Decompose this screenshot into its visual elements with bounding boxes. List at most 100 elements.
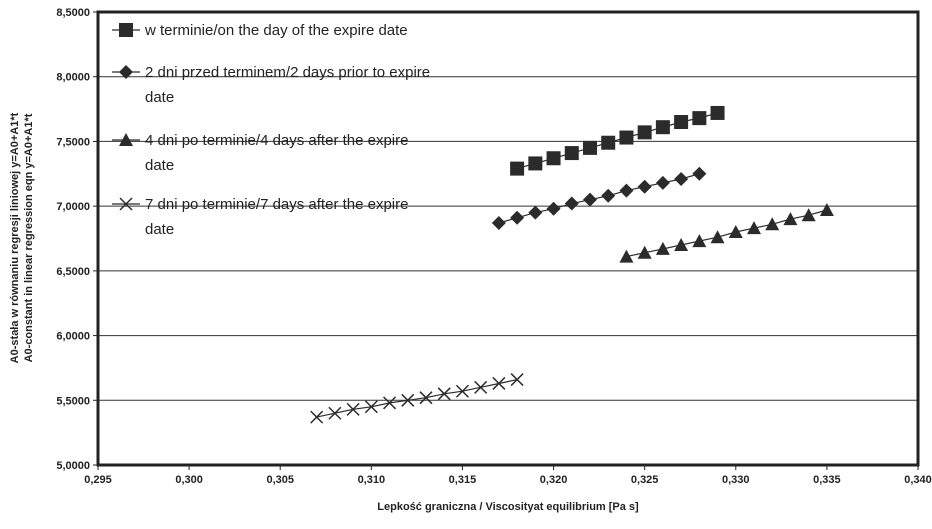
- legend-label: 7 dni po terminie/7 days after the expir…: [145, 196, 408, 213]
- legend-item-4: 7 dni po terminie/7 days after the expir…: [112, 196, 408, 238]
- y-tick-label: 8,5000: [56, 7, 90, 19]
- data-point: [510, 373, 524, 387]
- legend-item-2: 2 dni przed terminem/2 days prior to exp…: [112, 64, 430, 106]
- legend-label: w terminie/on the day of the expire date: [144, 22, 408, 39]
- x-tick-label: 0,320: [540, 474, 568, 486]
- data-point: [674, 237, 689, 251]
- data-point: [364, 400, 378, 414]
- data-point: [437, 387, 451, 401]
- data-point: [692, 166, 707, 181]
- data-point: [619, 130, 634, 145]
- data-point: [655, 175, 670, 190]
- x-axis-title: Lepkość graniczna / Viscosityat equilibr…: [377, 501, 639, 513]
- x-marker-stroke: [474, 380, 488, 394]
- legend-label: 2 dni przed terminem/2 days prior to exp…: [145, 64, 430, 81]
- x-marker-stroke: [328, 406, 342, 420]
- x-tick-label: 0,330: [722, 474, 750, 486]
- x-tick-label: 0,305: [266, 474, 294, 486]
- x-marker-stroke: [510, 373, 524, 387]
- x-marker-stroke: [383, 396, 397, 410]
- series-line: [316, 379, 518, 418]
- legend-label: date: [145, 89, 174, 106]
- legend-label: 4 dni po terminie/4 days after the expir…: [145, 132, 408, 149]
- legend-swatch-marker: [119, 65, 133, 79]
- x-marker-stroke: [437, 387, 451, 401]
- data-point: [601, 188, 616, 203]
- data-point: [783, 212, 798, 226]
- series-line: [626, 209, 828, 258]
- legend-item-3: 4 dni po terminie/4 days after the expir…: [112, 132, 408, 174]
- x-tick-label: 0,310: [358, 474, 386, 486]
- data-point: [328, 406, 342, 420]
- x-tick-label: 0,340: [904, 474, 932, 486]
- data-point: [383, 396, 397, 410]
- data-point: [692, 111, 707, 126]
- x-tick-label: 0,325: [631, 474, 659, 486]
- x-marker-stroke: [346, 402, 360, 416]
- y-tick-label: 8,0000: [56, 72, 90, 84]
- data-point: [637, 245, 652, 259]
- data-point: [728, 225, 743, 239]
- x-tick-label: 0,295: [84, 474, 112, 486]
- data-point: [710, 230, 725, 244]
- legend-swatch-marker: [119, 197, 133, 211]
- data-point: [491, 215, 506, 230]
- y-axis-title-line-1: A0-stała w równaniu regresji liniowej y=…: [9, 112, 21, 363]
- data-point: [419, 391, 433, 405]
- data-point: [710, 105, 725, 120]
- data-point: [747, 221, 761, 235]
- grid-lines: [98, 76, 918, 401]
- y-tick-label: 7,0000: [56, 201, 90, 213]
- legend-item-1: w terminie/on the day of the expire date: [112, 22, 408, 39]
- x-marker-stroke: [455, 384, 469, 398]
- data-point: [528, 205, 543, 220]
- axis-ticks: 5,0000 5,5000 6,0000 6,5000 7,0000 7,5000 8,00…: [56, 7, 931, 486]
- data-point: [674, 171, 689, 186]
- data-point: [401, 393, 415, 407]
- legend: w terminie/on the day of the expire date…: [112, 22, 430, 238]
- data-point: [655, 241, 670, 255]
- series-line: [498, 173, 700, 224]
- x-tick-label: 0,300: [175, 474, 203, 486]
- series-2: [491, 166, 707, 230]
- y-axis-title-line-2: A0-constant in linear regression eqn y=A…: [23, 113, 35, 362]
- data-point: [455, 384, 469, 398]
- y-tick-label: 5,5000: [56, 395, 90, 407]
- x-marker-stroke: [492, 376, 506, 390]
- plot-area-border: [96, 10, 920, 467]
- legend-swatch-marker: [119, 23, 133, 37]
- data-point: [637, 125, 652, 140]
- legend-swatch-marker: [119, 133, 133, 146]
- data-point: [619, 183, 634, 198]
- data-point: [619, 249, 634, 263]
- x-marker-stroke: [310, 410, 324, 424]
- data-point: [564, 196, 579, 211]
- y-tick-label: 5,0000: [56, 460, 90, 472]
- legend-label: date: [145, 221, 174, 238]
- data-point: [546, 151, 561, 166]
- data-point: [765, 217, 780, 231]
- legend-label: date: [145, 157, 174, 174]
- y-tick-label: 6,5000: [56, 266, 90, 278]
- x-marker-stroke: [119, 197, 133, 211]
- x-marker-stroke: [419, 391, 433, 405]
- data-point: [801, 208, 816, 222]
- data-point: [637, 179, 652, 194]
- data-point: [692, 234, 707, 248]
- data-point: [528, 156, 543, 171]
- data-point: [674, 115, 689, 130]
- data-point: [583, 192, 597, 207]
- data-point: [510, 161, 525, 176]
- data-point: [492, 376, 506, 390]
- series-1: [510, 105, 725, 176]
- data-point: [474, 380, 488, 394]
- x-marker-stroke: [401, 393, 415, 407]
- data-point: [819, 203, 834, 217]
- data-point: [546, 201, 561, 216]
- x-tick-label: 0,315: [449, 474, 477, 486]
- y-tick-label: 7,5000: [56, 136, 90, 148]
- y-tick-label: 6,0000: [56, 331, 90, 343]
- data-point: [310, 410, 324, 424]
- data-point: [655, 120, 670, 135]
